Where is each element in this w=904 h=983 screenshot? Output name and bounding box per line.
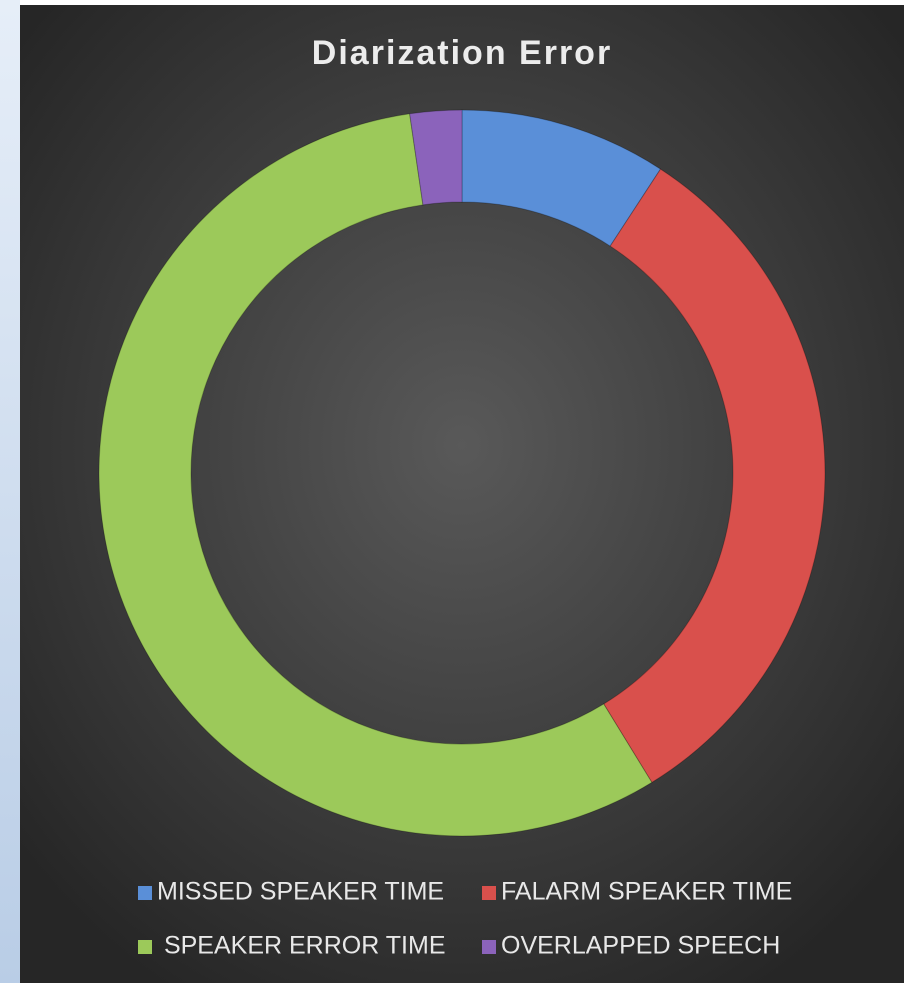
legend-label: SPEAKER ERROR TIME: [157, 932, 446, 960]
legend-swatch: [138, 886, 152, 900]
legend: MISSED SPEAKER TIME FALARM SPEAKER TIME S…: [138, 878, 792, 960]
legend-swatch: [482, 940, 496, 954]
legend-label: OVERLAPPED SPEECH: [501, 932, 780, 960]
donut-slice: [98, 113, 653, 837]
legend-swatch: [138, 940, 152, 954]
donut-slice: [603, 168, 826, 784]
chart-title: Diarization Error: [312, 34, 612, 72]
donut-slice: [409, 109, 463, 206]
donut: [98, 109, 826, 837]
legend-swatch: [482, 886, 496, 900]
donut-slice: [461, 109, 662, 247]
legend-label: FALARM SPEAKER TIME: [501, 878, 792, 906]
legend-label: MISSED SPEAKER TIME: [157, 878, 444, 906]
side-strip: [0, 0, 20, 983]
